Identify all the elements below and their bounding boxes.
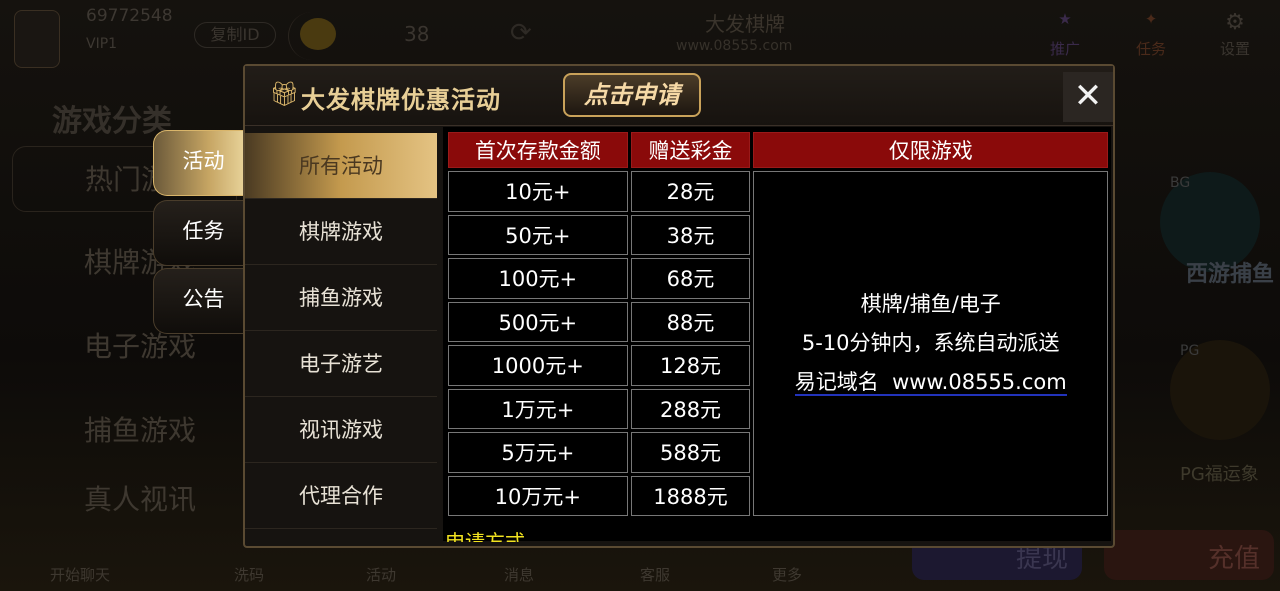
apply-button[interactable]: 点击申请 — [563, 73, 701, 117]
vip-level: VIP1 — [86, 36, 118, 52]
nav-chat[interactable]: 开始聊天 — [50, 566, 111, 584]
table-row: 10元+ 28元棋牌/捕鱼/电子 5-10分钟内，系统自动派送易记域名 www.08… — [448, 171, 1108, 516]
table-row: 50元+ 38元 — [448, 214, 1108, 255]
game-label: 西游捕鱼 — [1186, 262, 1275, 287]
copy-id-button[interactable]: 复制ID — [194, 22, 276, 48]
bonus-cell: 1888元 — [630, 475, 751, 516]
submenu-live[interactable]: 视讯游戏 — [245, 397, 437, 463]
task-button[interactable]: ✦ 任务 — [1126, 10, 1176, 59]
bonus-cell: 128元 — [630, 345, 751, 386]
header-games: 仅限游戏 — [753, 132, 1108, 168]
nav-rebate[interactable]: 洗码 — [234, 566, 265, 584]
user-id: 69772548 — [86, 6, 173, 26]
submenu-fishing[interactable]: 捕鱼游戏 — [245, 265, 437, 331]
game-label: PG福运象 — [1180, 464, 1259, 485]
promo-table: 首次存款金额 赠送彩金 仅限游戏 10元+ 28元棋牌/捕鱼/电子 5-10分钟内，… — [445, 129, 1111, 519]
bonus-cell: 38元 — [630, 214, 751, 255]
side-tab-notice[interactable]: 公告 — [153, 268, 245, 334]
deposit-cell: 5万元+ — [448, 432, 628, 473]
promo-table-area: 首次存款金额 赠送彩金 仅限游戏 10元+ 28元棋牌/捕鱼/电子 5-10分钟内，… — [443, 127, 1111, 541]
refresh-icon[interactable]: ⟳ — [510, 18, 532, 48]
deposit-cell: 1000元+ — [448, 345, 628, 386]
promo-label: 推广 — [1049, 40, 1080, 58]
domain-label: 易记域名 — [794, 370, 879, 396]
category-title: 游戏分类 — [52, 104, 172, 139]
side-tab-activity[interactable]: 活动 — [153, 130, 245, 196]
modal-title: 大发棋牌优惠活动 — [301, 86, 501, 114]
header-bonus: 赠送彩金 — [630, 132, 751, 168]
category-fishing[interactable]: 捕鱼游戏 — [84, 414, 197, 447]
close-icon[interactable]: ✕ — [1063, 72, 1113, 122]
apply-method-heading: 申请方式 — [445, 530, 525, 542]
table-row: 1万元+ 288元 — [448, 388, 1108, 429]
balance: 38 — [404, 22, 430, 46]
task-icon: ✦ — [1144, 10, 1158, 28]
balance-bar — [288, 12, 708, 60]
domain-link[interactable]: www.08555.com — [892, 370, 1067, 396]
deposit-cell: 10元+ — [448, 171, 628, 212]
bonus-cell: 288元 — [630, 388, 751, 429]
side-tab-task[interactable]: 任务 — [153, 200, 245, 266]
nav-messages[interactable]: 消息 — [504, 566, 535, 584]
nav-activity[interactable]: 活动 — [366, 566, 397, 584]
note-line: 5-10分钟内，系统自动派送 — [801, 331, 1060, 355]
top-bar: 69772548 VIP1 复制ID 38 ⟳ 大发棋牌 www.08555.c… — [0, 0, 1280, 70]
game-badge: BG — [1170, 175, 1191, 191]
game-tile-bg[interactable]: BG — [1160, 172, 1260, 272]
avatar[interactable] — [14, 10, 60, 68]
table-row: 100元+ 68元 — [448, 258, 1108, 299]
table-row: 10万元+ 1888元 — [448, 475, 1108, 516]
submenu-slots[interactable]: 电子游艺 — [245, 331, 437, 397]
brand-url: www.08555.com — [676, 38, 793, 54]
deposit-cell: 100元+ — [448, 258, 628, 299]
promo-button[interactable]: ★ 推广 — [1040, 10, 1090, 59]
spacer — [878, 370, 893, 396]
game-tile-pg[interactable]: PG — [1170, 340, 1270, 440]
submenu-all[interactable]: 所有活动 — [245, 133, 437, 199]
settings-button[interactable]: ⚙ 设置 — [1210, 10, 1260, 59]
modal-header: 🎁︎ 大发棋牌优惠活动 点击申请 ✕ — [245, 66, 1113, 126]
promo-icon: ★ — [1058, 10, 1072, 28]
nav-service[interactable]: 客服 — [640, 566, 671, 584]
task-label: 任务 — [1135, 40, 1166, 58]
bonus-cell: 588元 — [630, 432, 751, 473]
coin-icon — [300, 18, 336, 50]
bonus-cell: 88元 — [630, 301, 751, 342]
category-live[interactable]: 真人视讯 — [84, 483, 197, 516]
settings-label: 设置 — [1219, 40, 1250, 58]
table-row: 500元+ 88元 — [448, 301, 1108, 342]
nav-more[interactable]: 更多 — [772, 566, 803, 584]
bonus-cell: 68元 — [630, 258, 751, 299]
header-deposit: 首次存款金额 — [448, 132, 628, 168]
brand-name: 大发棋牌 — [705, 12, 785, 36]
deposit-cell: 1万元+ — [448, 388, 628, 429]
bonus-cell: 28元 — [630, 171, 751, 212]
submenu-agent[interactable]: 代理合作 — [245, 463, 437, 529]
gift-icon: 🎁︎ — [269, 80, 300, 108]
deposit-cell: 500元+ — [448, 301, 628, 342]
table-row: 5万元+ 588元 — [448, 432, 1108, 473]
submenu-cards[interactable]: 棋牌游戏 — [245, 199, 437, 265]
games-note-cell: 棋牌/捕鱼/电子 5-10分钟内，系统自动派送易记域名 www.08555.com — [753, 171, 1108, 516]
note-line: 棋牌/捕鱼/电子 — [860, 292, 1001, 316]
deposit-cell: 50元+ — [448, 214, 628, 255]
deposit-cell: 10万元+ — [448, 475, 628, 516]
table-row: 1000元+ 128元 — [448, 345, 1108, 386]
deposit-button[interactable]: 充值 — [1104, 530, 1274, 580]
game-badge: PG — [1180, 343, 1200, 359]
category-slots[interactable]: 电子游戏 — [84, 330, 197, 363]
gear-icon: ⚙ — [1225, 10, 1245, 35]
submenu: 所有活动 棋牌游戏 捕鱼游戏 电子游艺 视讯游戏 代理合作 — [245, 133, 437, 529]
